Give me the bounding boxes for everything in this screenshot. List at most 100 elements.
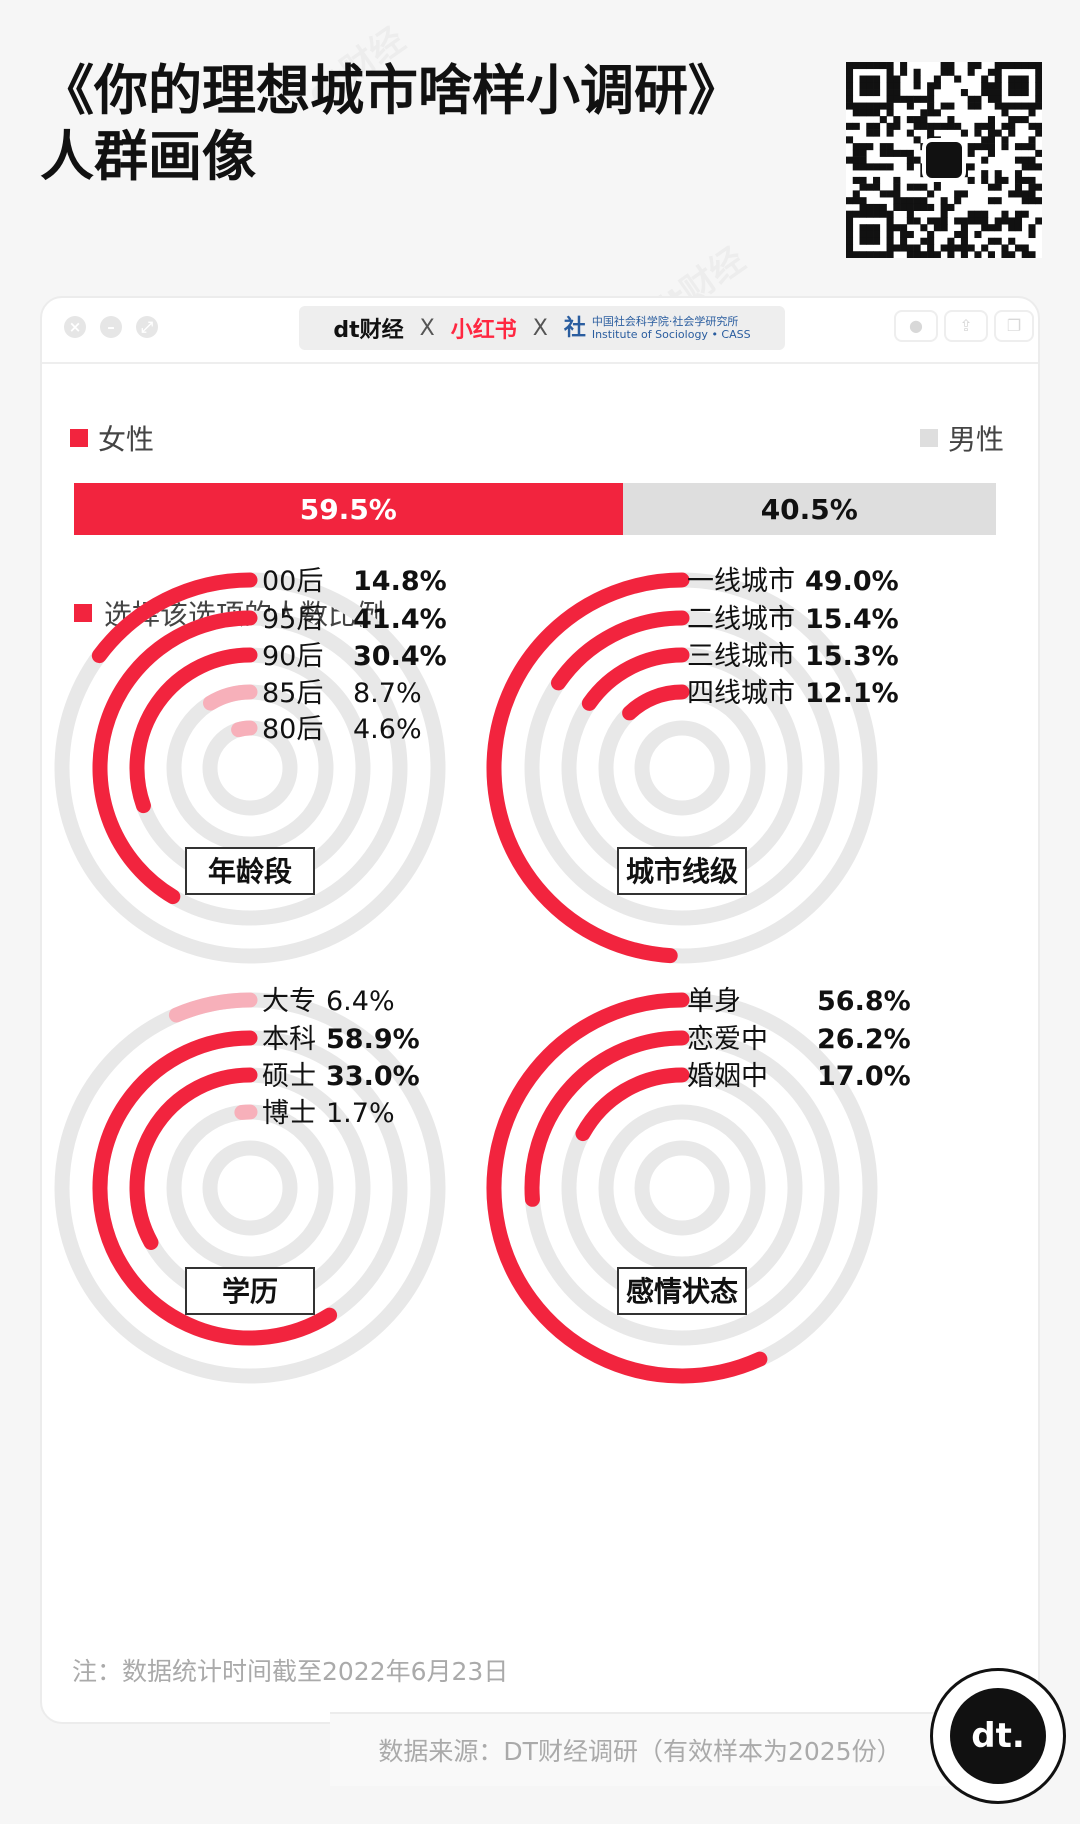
qr-module <box>893 183 901 191</box>
qr-module <box>859 156 867 164</box>
qr-module <box>927 251 935 258</box>
qr-module <box>852 62 860 70</box>
radial-bar-单身 <box>486 992 768 1384</box>
radial-charts: 00后 14.8% 95后 41.4% 90后 30.4% 85后 8.7% 80后 4.6% 年龄… <box>54 566 911 1384</box>
qr-module <box>906 203 914 211</box>
qr-module <box>974 217 982 225</box>
qr-code-icon[interactable] <box>846 62 1042 258</box>
qr-module <box>994 237 1002 245</box>
ring-track <box>166 1104 334 1272</box>
qr-module <box>967 102 975 110</box>
qr-module <box>1008 82 1016 90</box>
qr-module <box>981 244 989 252</box>
qr-module <box>913 116 921 124</box>
qr-module <box>906 95 914 103</box>
gender-bar: 59.5% 40.5% <box>74 483 996 535</box>
qr-module <box>886 89 894 97</box>
window-icon[interactable]: ❐ <box>994 310 1034 342</box>
qr-module <box>994 197 1002 205</box>
qr-module <box>1021 156 1029 164</box>
qr-module <box>1028 197 1036 205</box>
qr-module <box>886 230 894 239</box>
maximize-icon[interactable]: ⤢ <box>136 316 158 338</box>
qr-module <box>900 62 908 70</box>
qr-module <box>852 190 860 198</box>
qr-module <box>866 251 874 258</box>
qr-module <box>1001 62 1009 70</box>
qr-module <box>1028 251 1036 258</box>
qr-module <box>893 89 901 97</box>
qr-module <box>1001 122 1009 130</box>
qr-module <box>981 82 989 90</box>
qr-module <box>987 89 995 97</box>
qr-module <box>906 116 914 124</box>
record-icon[interactable]: ● <box>894 310 938 342</box>
legend-swatch <box>920 429 938 447</box>
qr-module <box>954 190 962 198</box>
qr-module <box>879 163 887 171</box>
qr-module <box>886 102 894 110</box>
qr-module <box>866 109 874 117</box>
qr-module <box>954 244 962 252</box>
qr-module <box>879 143 887 151</box>
qr-module <box>886 251 894 258</box>
qr-module <box>866 129 874 137</box>
qr-module <box>866 143 874 151</box>
qr-module <box>879 210 887 218</box>
qr-module <box>1035 129 1042 137</box>
qr-module <box>913 183 921 191</box>
qr-module <box>1028 156 1036 164</box>
qr-module <box>893 224 901 232</box>
qr-module <box>852 156 860 164</box>
qr-module <box>886 244 894 252</box>
qr-module <box>1014 75 1023 83</box>
qr-module <box>940 224 948 232</box>
qr-module <box>920 197 928 205</box>
chart-title-box <box>185 1267 315 1315</box>
qr-module <box>886 122 894 130</box>
bar-female: 59.5% <box>74 483 623 535</box>
qr-module <box>859 82 867 90</box>
category-label: 本科 <box>262 1024 316 1055</box>
qr-module <box>940 217 948 225</box>
qr-module <box>866 75 874 83</box>
share-icon[interactable]: ⇪ <box>944 310 988 342</box>
dt-badge[interactable]: dt. <box>930 1668 1066 1804</box>
qr-module <box>846 210 854 218</box>
value-label: 15.3% <box>805 641 899 672</box>
qr-module <box>987 129 995 137</box>
qr-module <box>866 183 874 191</box>
qr-module <box>886 62 894 70</box>
qr-module <box>947 203 955 211</box>
qr-module <box>859 203 867 211</box>
legend-swatch <box>70 429 88 447</box>
qr-module <box>873 237 881 245</box>
qr-module <box>906 102 914 110</box>
close-icon[interactable]: × <box>64 316 86 338</box>
qr-module <box>933 183 941 191</box>
qr-module <box>1028 102 1036 110</box>
qr-module <box>927 122 935 130</box>
qr-module <box>846 68 854 76</box>
qr-module <box>1014 170 1023 178</box>
qr-module <box>947 62 955 70</box>
category-label: 恋爱中 <box>687 1024 768 1055</box>
qr-module <box>906 244 914 252</box>
minimize-icon[interactable]: – <box>100 316 122 338</box>
qr-module <box>927 89 935 97</box>
qr-module <box>913 217 921 225</box>
qr-module <box>1001 210 1009 218</box>
qr-module <box>1028 230 1036 239</box>
qr-module <box>927 82 935 90</box>
qr-module <box>960 217 968 225</box>
qr-module <box>859 143 867 151</box>
qr-module <box>933 122 941 130</box>
radial-bar-四线城市 <box>622 684 690 721</box>
qr-module <box>960 224 968 232</box>
qr-module <box>879 62 887 70</box>
chart-title: 城市线级 <box>626 855 738 888</box>
qr-module <box>1035 217 1042 225</box>
qr-module <box>1008 75 1016 83</box>
cass-emblem-icon: 社 <box>563 315 586 341</box>
qr-module <box>859 163 867 171</box>
